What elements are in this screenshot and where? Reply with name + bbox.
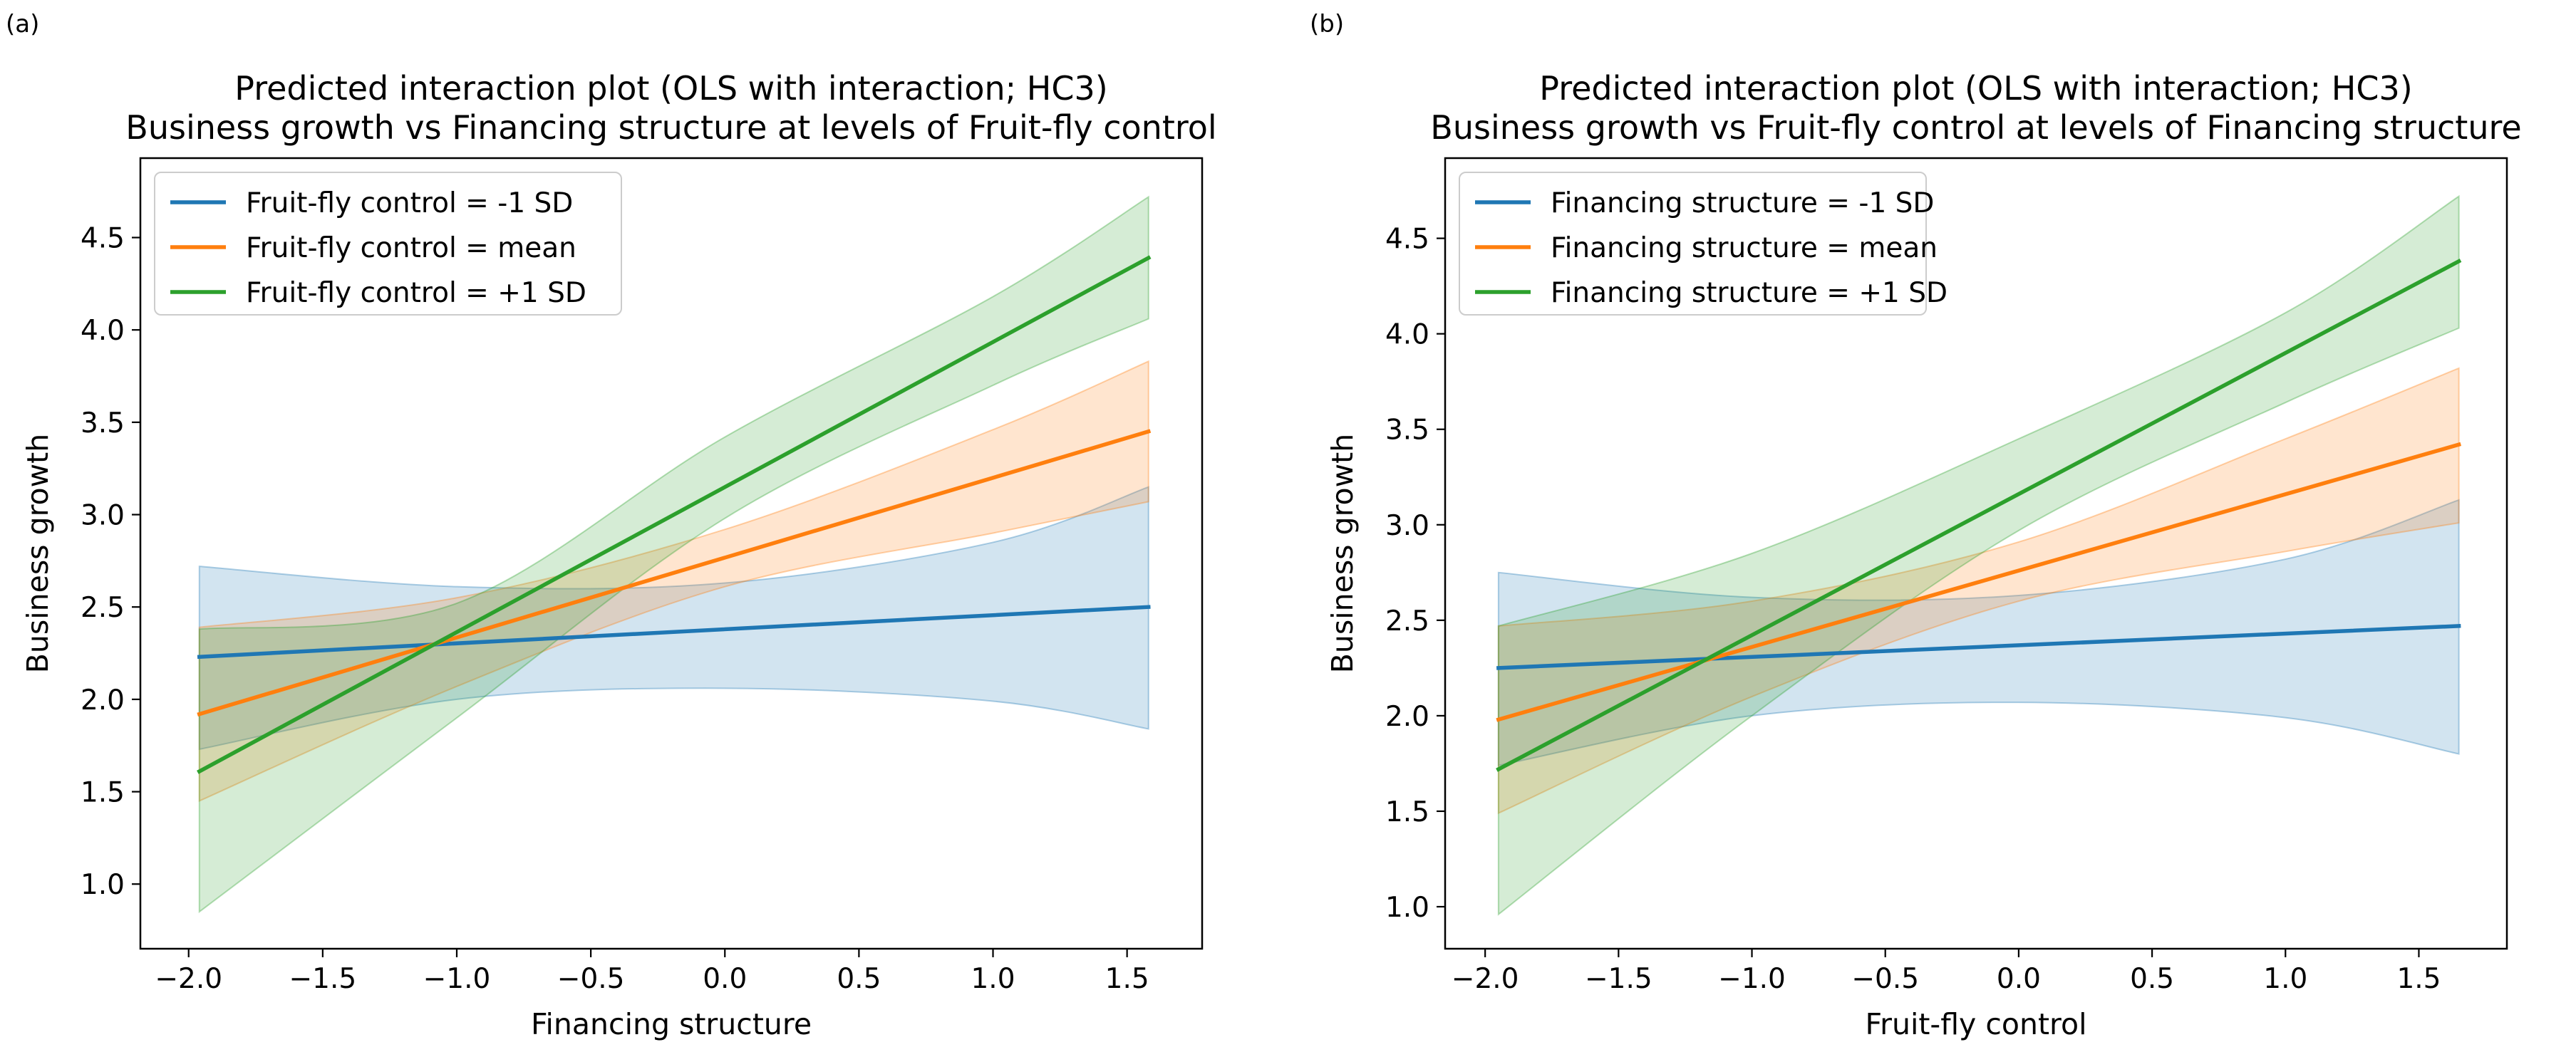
series-line-0-0 [197,605,1151,660]
x-tick-label-1-6: 1.0 [2263,963,2307,995]
series-line-0-1 [197,429,1152,717]
y-tick-label-0-2: 2.0 [81,684,125,717]
y-axis-label-0: Business growth [21,434,55,674]
y-axis-label-1: Business growth [1325,434,1360,674]
y-tick-label-0-0: 1.0 [81,869,125,901]
y-tick-label-0-4: 3.0 [81,500,125,532]
confidence-band-0-2 [198,195,1149,914]
panel-a-title-line-1: Predicted interaction plot (OLS with int… [234,69,1107,108]
legend-label-0-1: Fruit-fly control = mean [246,232,576,264]
series-line-1-2 [1496,259,2462,772]
legend-label-1-1: Financing structure = mean [1551,232,1938,264]
x-tick-label-1-4: 0.0 [1997,963,2041,995]
y-tick-label-1-7: 4.5 [1385,224,1429,256]
axes-frame-0 [139,157,1204,950]
y-tick-label-1-3: 2.5 [1385,605,1429,637]
y-tick-label-0-1: 1.5 [81,777,125,809]
plot-area-a: −2.0 −1.5 −1.0 −0.5 0.0 0.5 1.0 1.5 1.0 1.5 2.0 2.5… [21,157,1204,1041]
legend-box-0 [154,172,622,316]
y-tick-label-1-1: 1.5 [1385,796,1429,828]
x-tick-label-1-2: −1.0 [1718,963,1786,995]
series-line-1-1 [1496,442,2462,722]
panel-a-label: (a) [6,10,39,38]
x-tick-label-0-4: 0.0 [703,963,747,995]
panel-b-title-line-1: Predicted interaction plot (OLS with int… [1539,69,2412,108]
axes-frame-1 [1444,157,2508,950]
series-line-0-2 [197,255,1152,774]
y-tick-label-0-5: 3.5 [81,407,125,439]
confidence-band-1-0 [1497,499,2460,766]
panel-b: (b) Predicted interaction plot (OLS with… [1310,10,2522,1041]
y-tick-label-1-4: 3.0 [1385,510,1429,542]
x-tick-label-1-1: −1.5 [1585,963,1652,995]
y-tick-label-0-7: 4.5 [81,223,125,255]
x-tick-label-0-3: −0.5 [557,963,625,995]
y-tick-label-1-0: 1.0 [1385,892,1429,924]
legend-box-1 [1459,172,1927,316]
legend-label-0-0: Fruit-fly control = -1 SD [246,187,573,219]
y-tick-label-1-6: 4.0 [1385,319,1429,351]
x-tick-label-1-3: −0.5 [1851,963,1919,995]
legend-label-1-0: Financing structure = -1 SD [1551,187,1934,219]
series-line-1-0 [1496,624,2461,670]
panel-a: (a) Predicted interaction plot (OLS with… [6,10,1217,1041]
confidence-band-1-2 [1497,194,2460,916]
x-tick-label-0-0: −2.0 [155,963,222,995]
y-tick-label-1-5: 3.5 [1385,415,1429,447]
panel-b-label: (b) [1310,10,1344,38]
plot-area-b: −2.0 −1.5 −1.0 −0.5 0.0 0.5 1.0 1.5 1.0 1.5 2.0 2.5… [1325,157,2508,1041]
panel-a-title-line-2: Business growth vs Financing structure a… [125,108,1216,147]
x-tick-label-0-7: 1.5 [1105,963,1149,995]
x-tick-label-1-0: −2.0 [1452,963,1519,995]
x-axis-label-1: Fruit-fly control [1866,1007,2087,1041]
y-tick-label-0-6: 4.0 [81,315,125,347]
x-tick-label-0-1: −1.5 [289,963,357,995]
y-tick-label-0-3: 2.5 [81,592,125,624]
legend-label-0-2: Fruit-fly control = +1 SD [246,277,586,309]
x-tick-label-0-5: 0.5 [837,963,881,995]
x-tick-label-0-2: −1.0 [423,963,491,995]
x-tick-label-0-6: 1.0 [971,963,1015,995]
panel-b-title-line-2: Business growth vs Fruit-fly control at … [1430,108,2521,147]
x-tick-label-1-7: 1.5 [2396,963,2441,995]
legend-label-1-2: Financing structure = +1 SD [1551,277,1947,309]
x-axis-label-0: Financing structure [531,1007,812,1041]
y-tick-label-1-2: 2.0 [1385,701,1429,733]
x-tick-label-1-5: 0.5 [2130,963,2174,995]
